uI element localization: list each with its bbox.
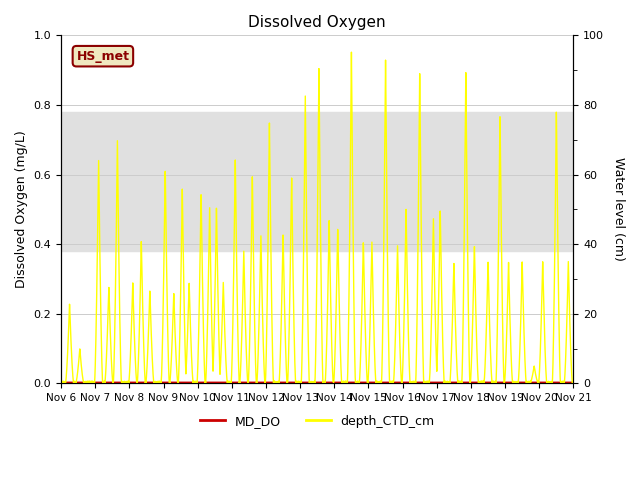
Y-axis label: Water level (cm): Water level (cm) bbox=[612, 157, 625, 261]
Title: Dissolved Oxygen: Dissolved Oxygen bbox=[248, 15, 386, 30]
Text: HS_met: HS_met bbox=[76, 50, 129, 63]
Y-axis label: Dissolved Oxygen (mg/L): Dissolved Oxygen (mg/L) bbox=[15, 131, 28, 288]
Legend: MD_DO, depth_CTD_cm: MD_DO, depth_CTD_cm bbox=[195, 410, 440, 433]
Bar bbox=[61, 112, 573, 251]
